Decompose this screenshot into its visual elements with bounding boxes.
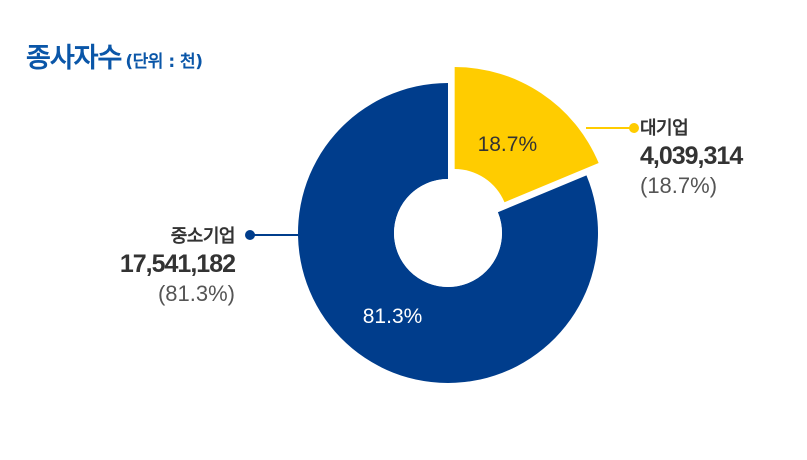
donut-hole <box>394 179 502 287</box>
callout-sme-value: 17,541,182 <box>119 249 236 278</box>
sme-leader-dot <box>245 230 255 240</box>
large-enterprise-leader-dot <box>629 123 639 133</box>
chart-title-text: 종사자수 <box>26 43 122 74</box>
slice-large-enterprise <box>454 67 599 203</box>
chart-title: 종사자수 (단위 : 천) <box>26 36 203 75</box>
callout-sme: 중소기업 17,541,182 (81.3%) <box>119 226 236 307</box>
callout-large-value: 4,039,314 <box>640 141 743 170</box>
slice-percent-label-sme: 81.3% <box>363 305 423 328</box>
slice-sme <box>298 83 598 383</box>
callout-large-enterprise: 대기업 4,039,314 (18.7%) <box>640 118 743 199</box>
callout-large-percent: (18.7%) <box>640 172 718 198</box>
callout-large-name: 대기업 <box>640 118 689 139</box>
slice-percent-label-large-enterprise: 18.7% <box>478 133 538 156</box>
callout-sme-name: 중소기업 <box>170 226 236 247</box>
chart-unit: (단위 : 천) <box>125 52 203 72</box>
callout-sme-percent: (81.3%) <box>157 280 235 306</box>
